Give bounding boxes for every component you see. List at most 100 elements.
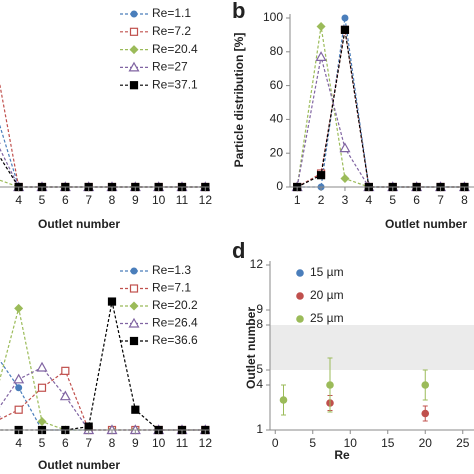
- x-tick-label: 1: [294, 193, 301, 207]
- marker: [130, 10, 138, 18]
- x-tick-label: 25: [456, 436, 470, 450]
- marker: [14, 303, 24, 313]
- x-tick-label: 4: [15, 193, 22, 207]
- x-tick-label: 5: [39, 193, 46, 207]
- marker: [339, 142, 351, 153]
- y-tick-label: 0: [276, 179, 283, 193]
- x-tick-label: 7: [85, 436, 92, 450]
- y-tick-label: 12: [250, 257, 264, 271]
- x-tick-label: 9: [132, 193, 139, 207]
- legend-label: Re=36.6: [152, 333, 198, 347]
- series-line: [0, 359, 206, 431]
- x-axis-label: Re: [334, 448, 350, 462]
- marker: [107, 297, 117, 306]
- marker: [316, 21, 326, 31]
- plot-area: [270, 325, 474, 422]
- series-line: [0, 124, 206, 188]
- x-tick-label: 8: [461, 193, 468, 207]
- legend-label: Re=7.2: [152, 24, 191, 38]
- panel-label: d: [232, 238, 245, 263]
- x-tick-label: 15: [381, 436, 395, 450]
- y-tick-label: 8: [256, 317, 263, 331]
- marker: [14, 405, 23, 414]
- series-line: [297, 17, 465, 188]
- legend-label: Re=1.3: [152, 263, 191, 277]
- marker: [84, 422, 93, 431]
- marker: [129, 81, 139, 90]
- marker: [130, 267, 138, 275]
- marker: [340, 174, 350, 184]
- marker: [340, 25, 350, 34]
- marker: [59, 390, 71, 401]
- series-line: [296, 26, 465, 188]
- panel: 4 5 6 7 8 9 10 11 12 Outlet number Re=1.1 Re=7.2 Re=…: [0, 6, 212, 231]
- y-tick-label: 20: [270, 145, 284, 159]
- legend-marker: [296, 269, 304, 277]
- x-tick-label: 11: [176, 436, 189, 450]
- legend-label: Re=7.1: [152, 281, 191, 295]
- series-line: [0, 179, 206, 188]
- x-tick-label: 5: [309, 436, 316, 450]
- x-tick-label: 11: [176, 193, 189, 207]
- legend-label: Re=1.1: [152, 6, 191, 20]
- shaded-band: [270, 325, 474, 370]
- marker: [341, 14, 349, 22]
- x-tick-label: 6: [413, 193, 420, 207]
- y-tick-label: 1: [256, 422, 263, 436]
- marker: [129, 45, 139, 55]
- marker: [37, 383, 47, 392]
- x-tick-label: 6: [62, 193, 69, 207]
- point: [279, 396, 288, 404]
- x-tick-label: 10: [152, 436, 166, 450]
- legend-marker: [296, 315, 304, 323]
- x-tick-label: 5: [389, 193, 396, 207]
- series-line: [296, 56, 465, 188]
- marker: [129, 336, 139, 346]
- x-tick-label: 7: [437, 193, 444, 207]
- point: [421, 409, 430, 418]
- legend-label: Re=26.4: [152, 316, 198, 330]
- x-axis-label: Outlet number: [385, 217, 467, 231]
- series-line: [0, 369, 206, 431]
- marker: [37, 417, 47, 427]
- y-axis-label: Outlet number: [244, 307, 258, 389]
- x-tick-label: 3: [342, 193, 349, 207]
- marker: [36, 361, 48, 372]
- y-axis-label: Particle distribution [%]: [232, 33, 246, 168]
- x-tick-label: 2: [318, 193, 325, 207]
- marker: [129, 27, 139, 36]
- legend-label: Re=20.2: [152, 298, 198, 312]
- y-tick-label: 100: [263, 10, 283, 24]
- x-axis-label: Outlet number: [38, 458, 120, 472]
- y-tick-label: 60: [270, 78, 284, 92]
- marker: [128, 317, 140, 328]
- legend-label: Re=37.1: [152, 77, 198, 91]
- legend-marker: [296, 292, 304, 300]
- marker: [316, 171, 326, 180]
- marker: [15, 384, 23, 392]
- y-tick-label: 5: [256, 362, 263, 376]
- y-tick-label: 4: [256, 377, 263, 391]
- marker: [315, 51, 327, 61]
- legend-label: Re=27: [152, 60, 188, 74]
- y-tick-label: 80: [270, 44, 284, 58]
- marker: [129, 284, 139, 293]
- plot-area: [291, 14, 470, 192]
- marker: [61, 366, 70, 375]
- y-tick-label: 9: [256, 302, 263, 316]
- marker: [128, 61, 140, 72]
- x-tick-label: 8: [109, 436, 116, 450]
- y-tick-label: 40: [270, 112, 284, 126]
- series-line: [0, 156, 206, 188]
- point: [421, 381, 430, 389]
- x-tick-label: 4: [366, 193, 373, 207]
- marker: [129, 301, 139, 311]
- marker: [131, 405, 140, 414]
- x-tick-label: 10: [152, 193, 166, 207]
- x-tick-label: 9: [132, 436, 139, 450]
- x-tick-label: 4: [15, 436, 22, 450]
- x-tick-label: 7: [85, 193, 92, 207]
